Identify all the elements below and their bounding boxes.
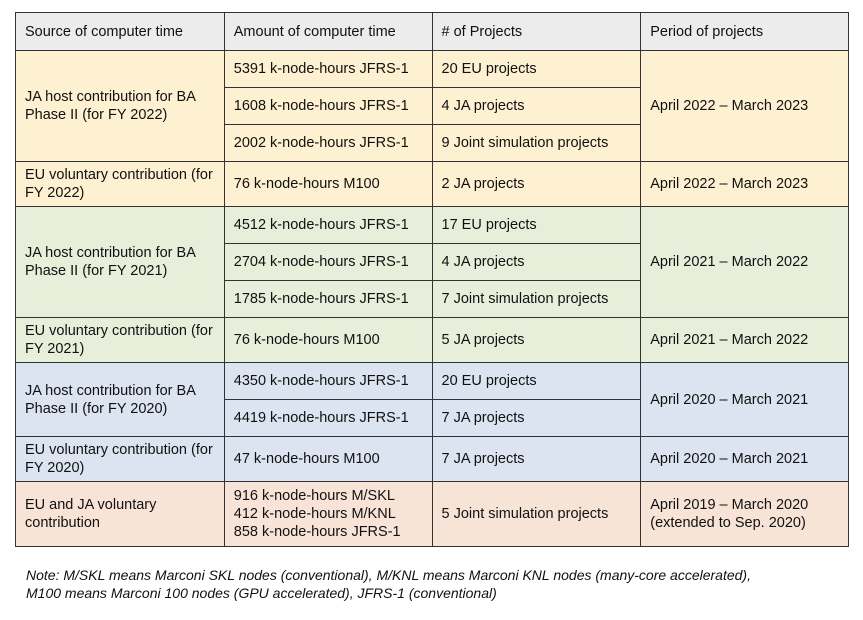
projects-cell: 5 JA projects	[431, 317, 642, 363]
source-cell: EU voluntary contribution (for FY 2020)	[15, 436, 225, 482]
projects-cell: 20 EU projects	[431, 50, 642, 88]
source-cell: JA host contribution for BA Phase II (fo…	[15, 50, 225, 162]
projects-cell: 7 Joint simulation projects	[431, 280, 642, 318]
projects-cell: 4 JA projects	[431, 243, 642, 281]
table-row: 2002 k-node-hours JFRS-1 9 Joint simulati…	[16, 124, 849, 162]
source-cell: JA host contribution for BA Phase II (fo…	[15, 206, 225, 318]
header-projects: # of Projects	[431, 12, 642, 51]
amount-cell: 4419 k-node-hours JFRS-1	[223, 399, 433, 437]
period-cell: April 2020 – March 2021	[640, 362, 849, 437]
table-row: JA host contribution for BA Phase II (fo…	[15, 50, 849, 162]
header-row: Source of computer time Amount of comput…	[15, 12, 849, 51]
period-cell: April 2022 – March 2023	[640, 50, 849, 162]
amount-line: 916 k-node-hours M/SKL	[233, 488, 395, 504]
note-line: M100 means Marconi 100 nodes (GPU accele…	[26, 585, 497, 601]
source-cell: EU and JA voluntary contribution	[15, 481, 225, 547]
table-row: 1608 k-node-hours JFRS-1 4 JA projects	[16, 87, 849, 125]
table-row: 4419 k-node-hours JFRS-1 7 JA projects	[16, 399, 849, 437]
projects-cell: 5 Joint simulation projects	[431, 481, 642, 547]
table-row: 2704 k-node-hours JFRS-1 4 JA projects	[16, 243, 849, 281]
table-row: EU voluntary contribution (for FY 2020) 4…	[15, 436, 849, 482]
amount-cell: 1785 k-node-hours JFRS-1	[223, 280, 433, 318]
period-cell: April 2022 – March 2023	[640, 161, 849, 207]
table-row: JA host contribution for BA Phase II (fo…	[15, 206, 849, 318]
amount-cell: 5391 k-node-hours JFRS-1	[223, 50, 433, 88]
amount-cell: 2704 k-node-hours JFRS-1	[223, 243, 433, 281]
table-row: EU voluntary contribution (for FY 2022) 7…	[15, 161, 849, 207]
projects-cell: 17 EU projects	[431, 206, 642, 244]
amount-cell: 2002 k-node-hours JFRS-1	[223, 124, 433, 162]
computer-time-table: Source of computer time Amount of comput…	[15, 12, 849, 547]
period-cell: April 2021 – March 2022	[640, 206, 849, 318]
period-line: (extended to Sep. 2020)	[650, 515, 806, 531]
period-cell: April 2019 – March 2020 (extended to Sep.…	[640, 481, 849, 547]
table-row: EU voluntary contribution (for FY 2021) 7…	[15, 317, 849, 363]
amount-cell: 4350 k-node-hours JFRS-1	[223, 362, 433, 400]
amount-cell: 1608 k-node-hours JFRS-1	[223, 87, 433, 125]
amount-cell: 916 k-node-hours M/SKL 412 k-node-hours M…	[223, 481, 433, 547]
note-line: Note: M/SKL means Marconi SKL nodes (con…	[26, 567, 751, 583]
amount-cell: 4512 k-node-hours JFRS-1	[223, 206, 433, 244]
projects-cell: 9 Joint simulation projects	[431, 124, 642, 162]
amount-cell: 76 k-node-hours M100	[223, 161, 433, 207]
period-cell: April 2020 – March 2021	[640, 436, 849, 482]
projects-cell: 2 JA projects	[431, 161, 642, 207]
source-cell: EU voluntary contribution (for FY 2022)	[15, 161, 225, 207]
table-note: Note: M/SKL means Marconi SKL nodes (con…	[26, 566, 856, 602]
table-row: JA host contribution for BA Phase II (fo…	[15, 362, 849, 437]
header-amount: Amount of computer time	[223, 12, 433, 51]
source-cell: EU voluntary contribution (for FY 2021)	[15, 317, 225, 363]
projects-cell: 4 JA projects	[431, 87, 642, 125]
period-line: April 2019 – March 2020	[650, 497, 809, 513]
amount-line: 412 k-node-hours M/KNL	[233, 506, 396, 522]
projects-cell: 7 JA projects	[431, 436, 642, 482]
projects-cell: 7 JA projects	[431, 399, 642, 437]
table-row: 1785 k-node-hours JFRS-1 7 Joint simulati…	[16, 280, 849, 318]
header-source: Source of computer time	[15, 12, 225, 51]
amount-cell: 76 k-node-hours M100	[223, 317, 433, 363]
source-cell: JA host contribution for BA Phase II (fo…	[15, 362, 225, 437]
table-row: EU and JA voluntary contribution 916 k-no…	[15, 481, 849, 547]
projects-cell: 20 EU projects	[431, 362, 642, 400]
period-cell: April 2021 – March 2022	[640, 317, 849, 363]
amount-cell: 47 k-node-hours M100	[223, 436, 433, 482]
header-period: Period of projects	[640, 12, 849, 51]
amount-line: 858 k-node-hours JFRS-1	[233, 524, 401, 540]
